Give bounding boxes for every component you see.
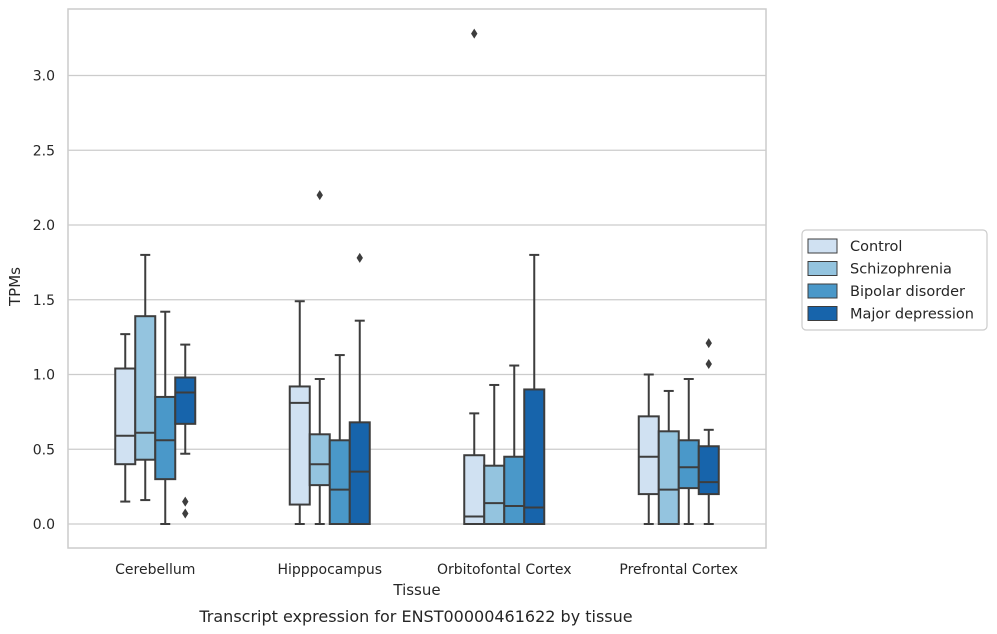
x-axis-label: Tissue bbox=[392, 581, 440, 599]
box-iqr bbox=[174, 376, 197, 425]
box-series bbox=[114, 28, 720, 526]
legend-swatch bbox=[807, 238, 838, 254]
box-schizophrenia bbox=[308, 190, 331, 525]
x-tick-label: Cerebellum bbox=[115, 562, 195, 578]
legend: Control Schizophrenia Bipolar disorder Majo… bbox=[801, 229, 988, 331]
box-bipolar-disorder bbox=[503, 364, 526, 526]
box-control bbox=[114, 333, 137, 503]
box-major-depression bbox=[348, 252, 371, 525]
y-tick-label: 2.0 bbox=[33, 218, 55, 234]
box-iqr bbox=[134, 315, 157, 461]
box-major-depression bbox=[523, 253, 546, 526]
y-tick-label: 2.5 bbox=[33, 143, 55, 159]
box-iqr bbox=[154, 395, 177, 481]
outlier-point bbox=[705, 338, 712, 349]
box-iqr bbox=[503, 455, 526, 526]
y-tick-label: 3.0 bbox=[33, 69, 55, 85]
box-major-depression bbox=[697, 338, 720, 525]
box-iqr bbox=[523, 388, 546, 526]
box-iqr bbox=[348, 421, 371, 525]
outlier-point bbox=[316, 190, 323, 201]
box-iqr bbox=[677, 439, 700, 490]
box-iqr bbox=[463, 454, 486, 526]
outlier-point bbox=[182, 496, 189, 507]
box-major-depression bbox=[174, 343, 197, 519]
x-tick-labels: Cerebellum Hipppocampus Orbitofontal Corte… bbox=[115, 562, 738, 578]
plot-frame bbox=[67, 8, 767, 549]
box-control bbox=[637, 373, 660, 525]
outlier-point bbox=[356, 252, 363, 263]
legend-label: Schizophrenia bbox=[850, 262, 952, 278]
outlier-point bbox=[705, 359, 712, 370]
legend-label: Control bbox=[850, 239, 902, 255]
box-iqr bbox=[657, 430, 680, 525]
box-schizophrenia bbox=[483, 383, 506, 526]
box-iqr bbox=[114, 367, 137, 466]
y-tick-label: 1.0 bbox=[33, 368, 55, 384]
y-tick-labels: 0.0 0.5 1.0 1.5 2.0 2.5 3.0 bbox=[33, 69, 55, 534]
y-tick-label: 0.0 bbox=[33, 517, 55, 533]
legend-frame bbox=[801, 229, 988, 331]
legend-swatch bbox=[807, 283, 838, 299]
x-tick-label: Orbitofontal Cortex bbox=[437, 562, 572, 578]
outlier-point bbox=[182, 508, 189, 519]
box-schizophrenia bbox=[657, 389, 680, 525]
y-tick-label: 0.5 bbox=[33, 442, 55, 458]
y-tick-label: 1.5 bbox=[33, 293, 55, 309]
box-bipolar-disorder bbox=[328, 354, 351, 525]
box-schizophrenia bbox=[134, 253, 157, 502]
box-iqr bbox=[288, 385, 311, 506]
legend-swatch bbox=[807, 306, 838, 321]
legend-label: Bipolar disorder bbox=[850, 284, 965, 300]
box-bipolar-disorder bbox=[677, 377, 700, 525]
box-control bbox=[463, 28, 486, 526]
outlier-point bbox=[471, 28, 478, 39]
y-axis-label: TPMs bbox=[6, 267, 24, 307]
box-iqr bbox=[483, 464, 506, 526]
box-iqr bbox=[308, 433, 331, 487]
box-iqr bbox=[328, 439, 351, 525]
box-control bbox=[288, 300, 311, 525]
legend-swatch bbox=[807, 261, 838, 276]
x-tick-label: Hipppocampus bbox=[277, 562, 382, 578]
chart-caption: Transcript expression for ENST0000046162… bbox=[198, 607, 632, 626]
box-iqr bbox=[637, 415, 660, 496]
box-bipolar-disorder bbox=[154, 310, 177, 525]
box-iqr bbox=[697, 445, 720, 496]
legend-label: Major depression bbox=[850, 307, 974, 323]
x-tick-label: Prefrontal Cortex bbox=[619, 562, 738, 578]
